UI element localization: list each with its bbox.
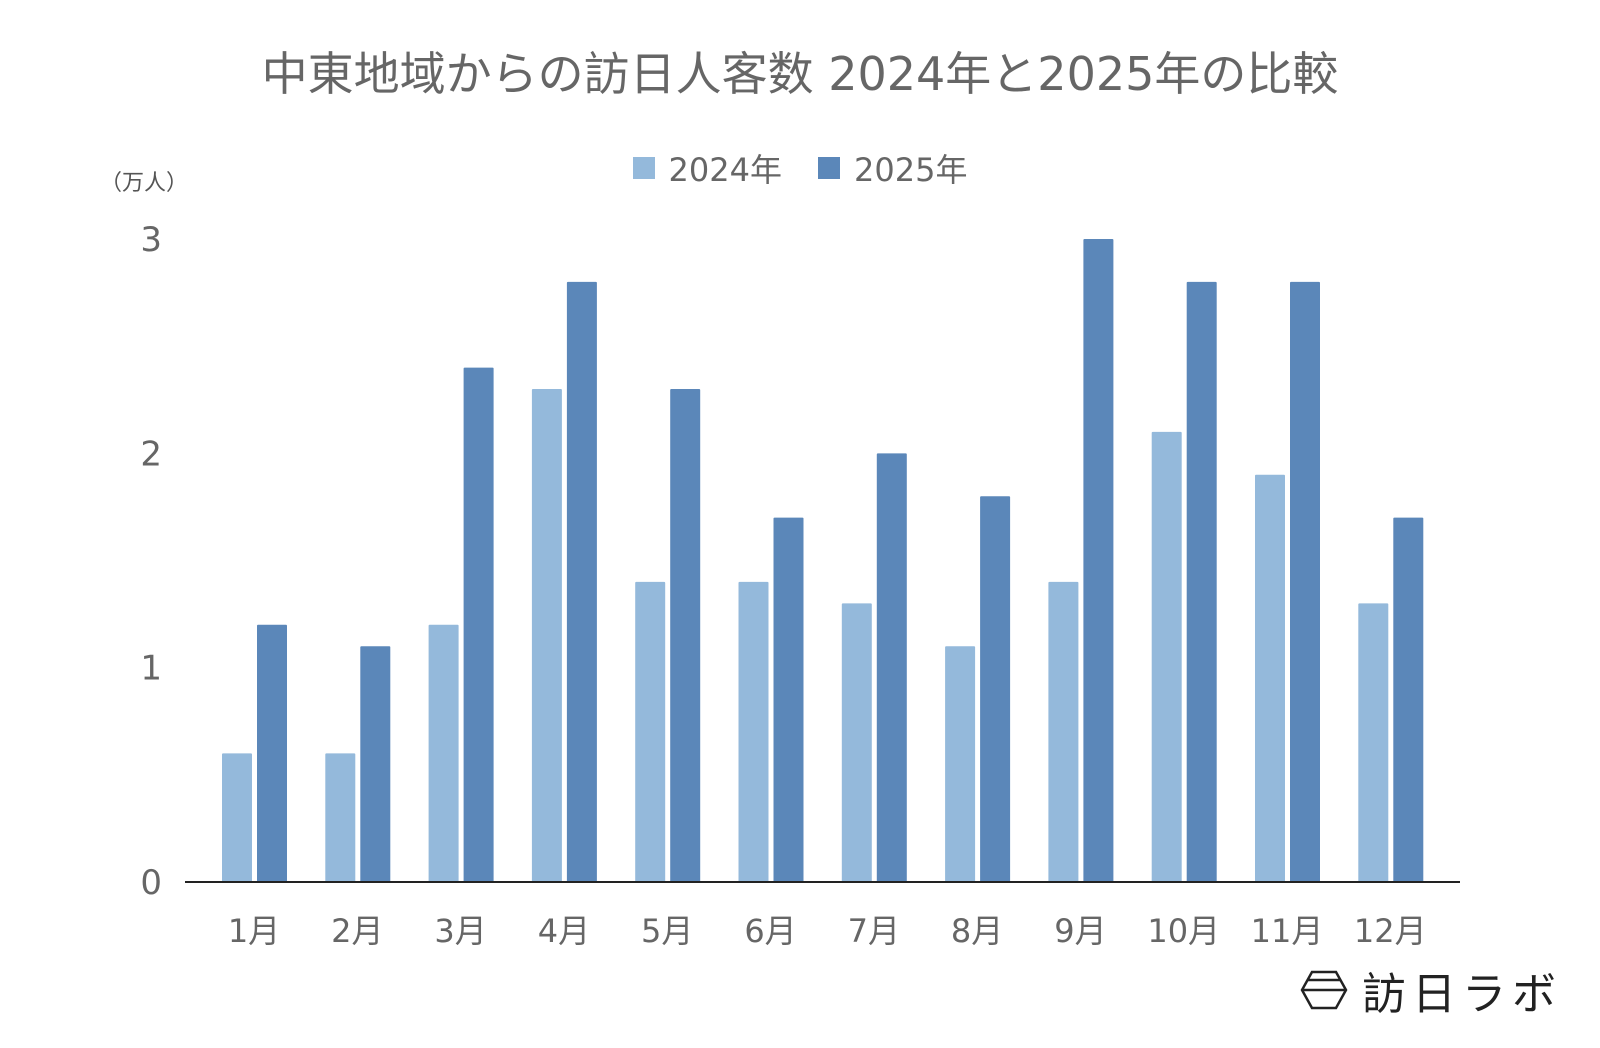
bar-2024-12 — [1358, 603, 1389, 882]
bar-2025-12 — [1393, 517, 1424, 882]
bar-2025-8 — [980, 496, 1011, 882]
x-tick-label: 3月 — [434, 912, 486, 950]
y-tick-label: 0 — [140, 863, 162, 903]
bar-2024-5 — [635, 581, 666, 882]
x-tick-label: 7月 — [848, 912, 900, 950]
bar-2025-6 — [773, 517, 804, 882]
bar-2024-11 — [1255, 474, 1285, 882]
legend-item-2024: 2024年 — [632, 145, 782, 191]
bar-2024-10 — [1151, 431, 1182, 882]
bar-2024-4 — [531, 389, 562, 882]
x-tick-label: 6月 — [744, 912, 796, 950]
bar-2025-11 — [1290, 281, 1320, 882]
x-tick-label: 12月 — [1354, 912, 1427, 950]
x-tick-label: 8月 — [951, 912, 1003, 950]
bar-2025-4 — [566, 281, 597, 882]
x-tick-label: 2月 — [331, 912, 383, 950]
bar-2024-7 — [841, 603, 872, 882]
legend-item-2025: 2025年 — [818, 145, 967, 191]
x-tick-label: 11月 — [1251, 912, 1324, 950]
legend-swatch-2025 — [818, 157, 840, 179]
bar-2025-7 — [876, 453, 907, 882]
logo: 訪日ラボ — [1300, 958, 1562, 1022]
legend-swatch-2024 — [632, 157, 655, 179]
logo-icon — [1300, 970, 1348, 1010]
x-tick-label: 5月 — [641, 912, 693, 950]
bar-2025-9 — [1083, 239, 1114, 882]
bar-2024-3 — [428, 624, 459, 882]
bar-2024-6 — [738, 581, 769, 882]
y-tick-label: 3 — [140, 220, 162, 260]
legend-label-2025: 2025年 — [854, 151, 968, 189]
x-tick-label: 9月 — [1054, 912, 1106, 950]
bar-2025-2 — [360, 646, 391, 882]
bar-2024-1 — [222, 753, 252, 882]
bar-2024-2 — [325, 753, 356, 882]
x-tick-label: 10月 — [1147, 912, 1220, 950]
bar-2025-3 — [463, 367, 494, 883]
x-tick-label: 4月 — [538, 912, 590, 950]
y-axis-unit-label: （万人） — [100, 171, 189, 196]
x-tick-label: 1月 — [228, 912, 280, 950]
y-tick-label: 2 — [140, 434, 162, 474]
legend: 2024年 2025年 — [0, 145, 1600, 191]
logo-text: 訪日ラボ — [1362, 969, 1562, 1020]
bar-2024-9 — [1048, 581, 1079, 882]
bar-2025-10 — [1186, 281, 1217, 882]
bar-2024-8 — [945, 646, 976, 882]
y-tick-label: 1 — [140, 649, 162, 689]
bar-2025-5 — [670, 389, 701, 882]
legend-label-2024: 2024年 — [668, 151, 782, 189]
bar-2025-1 — [257, 624, 287, 882]
chart-title: 中東地域からの訪日人客数 2024年と2025年の比較 — [261, 47, 1339, 101]
